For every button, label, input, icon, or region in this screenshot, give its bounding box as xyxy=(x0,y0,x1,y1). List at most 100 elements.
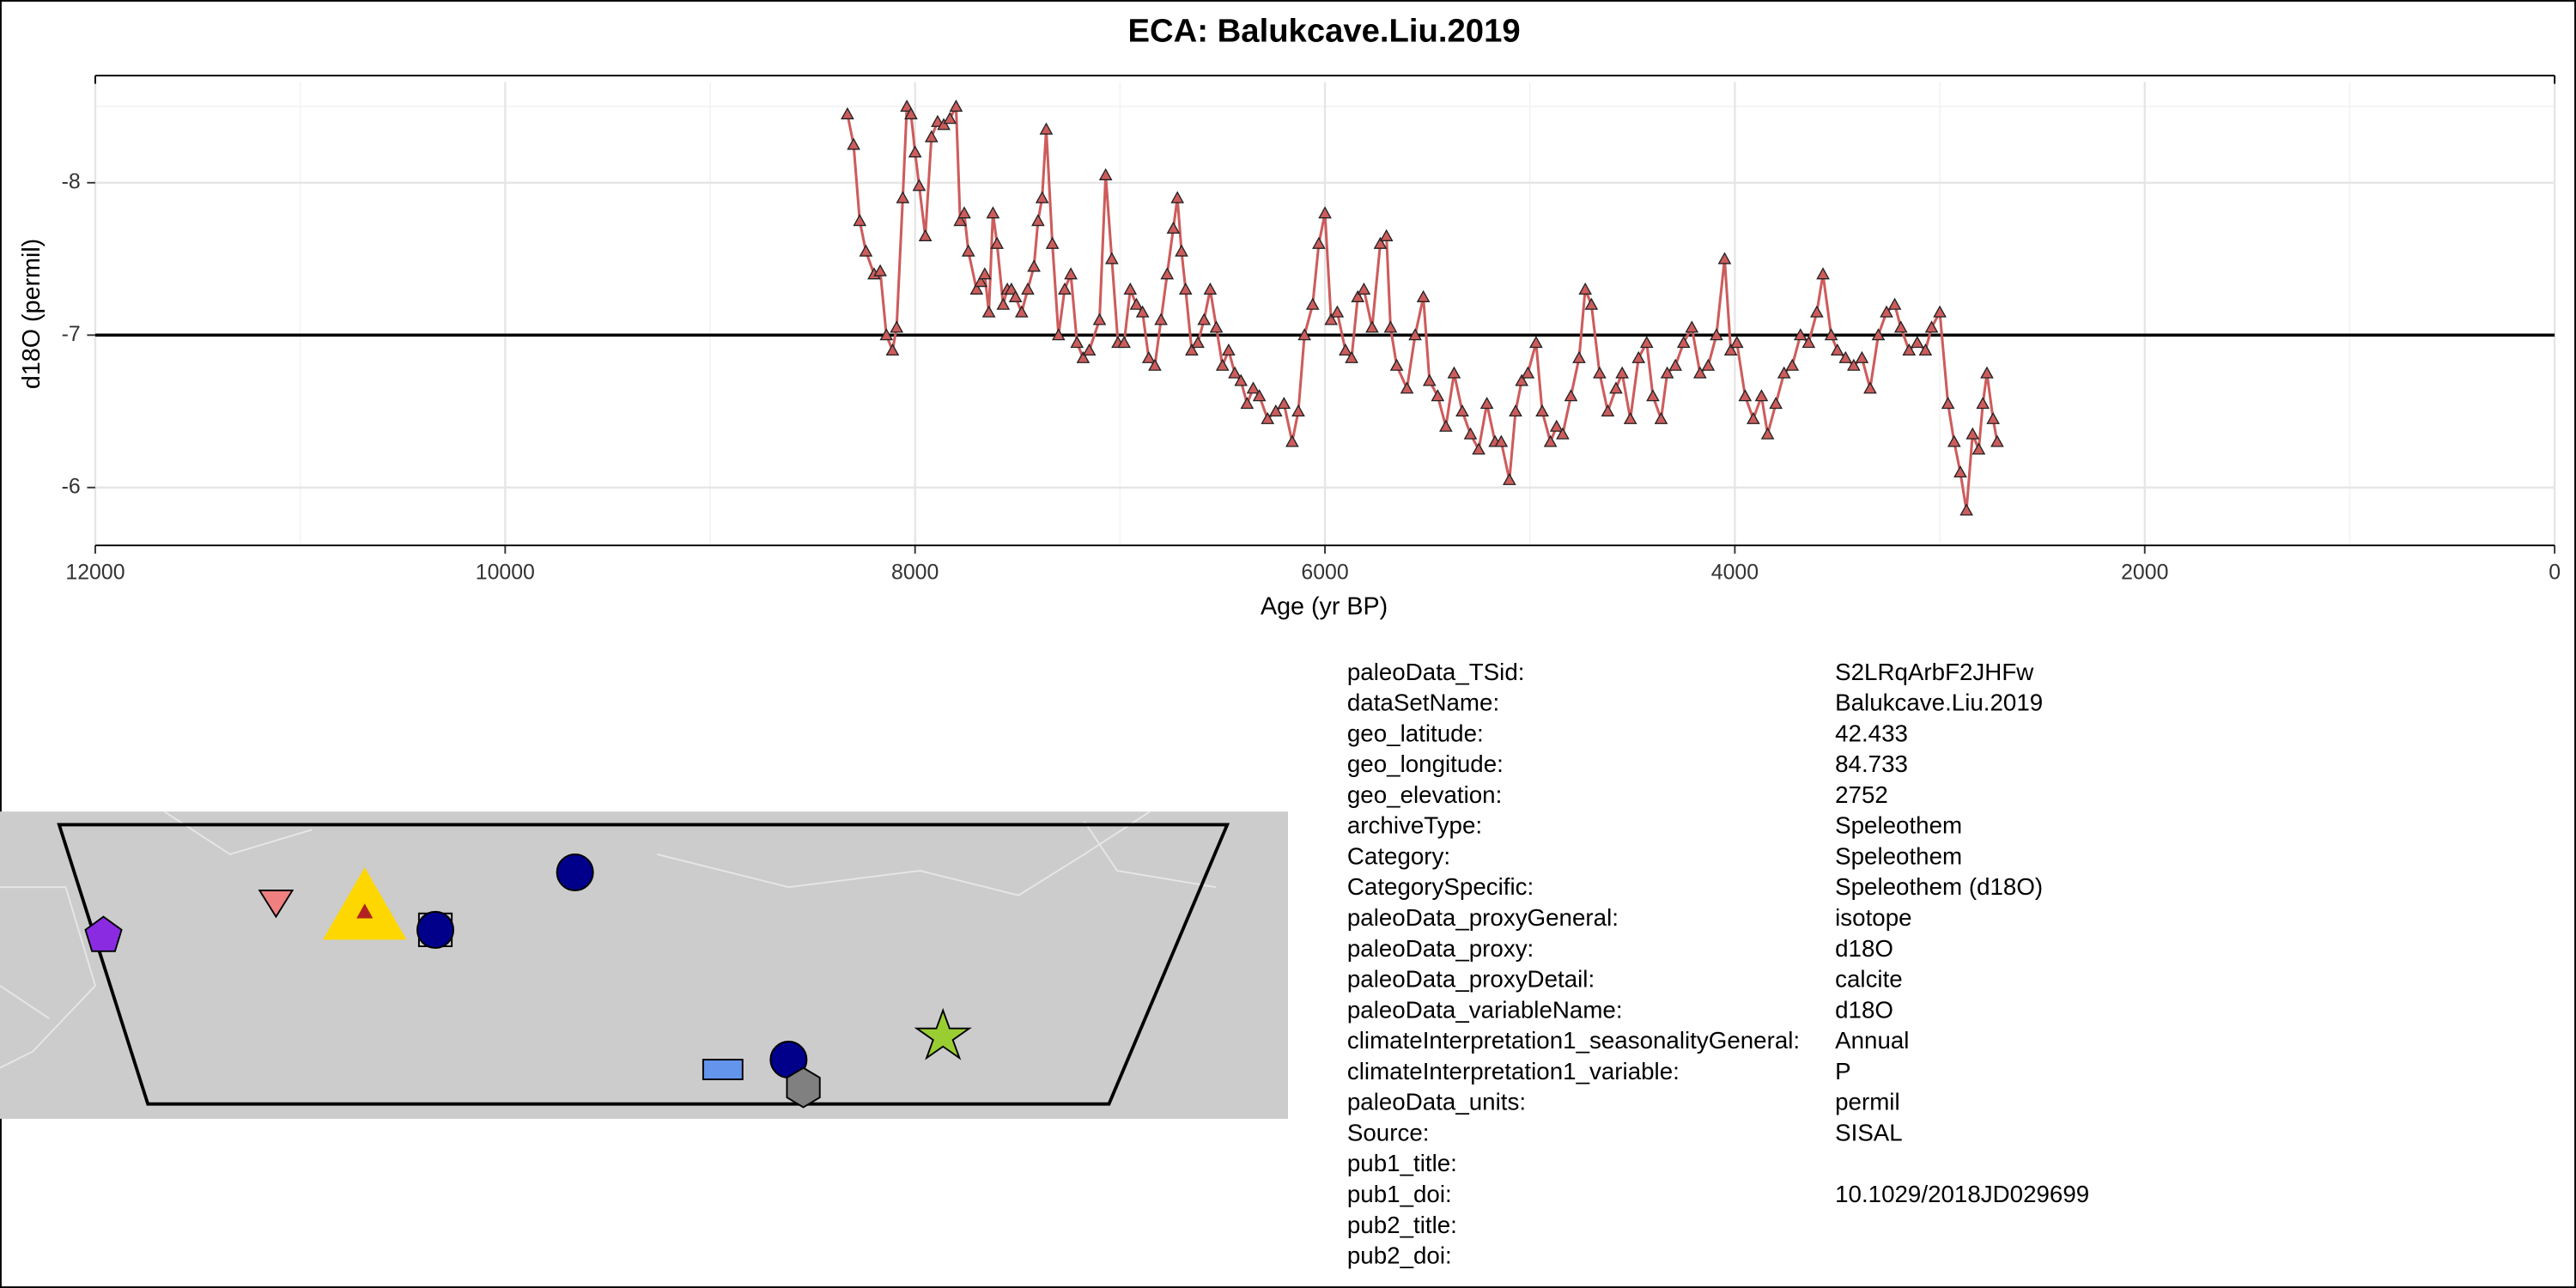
info-key: paleoData_proxy: xyxy=(1347,935,1534,962)
data-point xyxy=(1871,328,1886,341)
data-point xyxy=(969,282,984,295)
data-point xyxy=(981,305,996,318)
site-marker xyxy=(356,903,374,919)
data-point xyxy=(879,328,894,341)
data-point xyxy=(1564,389,1578,402)
data-point xyxy=(1170,191,1185,204)
info-key: paleoData_proxyGeneral: xyxy=(1347,904,1619,931)
data-point xyxy=(1801,336,1816,349)
data-point xyxy=(1035,191,1049,204)
data-point xyxy=(1268,404,1283,417)
data-point xyxy=(1685,320,1699,333)
data-point xyxy=(1838,350,1853,363)
data-point xyxy=(1447,366,1461,379)
data-point xyxy=(1285,434,1299,447)
info-key: Category: xyxy=(1347,842,1450,869)
data-point xyxy=(912,179,927,191)
data-point xyxy=(1408,328,1422,341)
data-point xyxy=(1479,397,1494,410)
info-value: 84.733 xyxy=(1835,750,1908,777)
data-point xyxy=(1104,252,1119,264)
data-point xyxy=(1615,366,1629,379)
info-key: Source: xyxy=(1347,1119,1430,1145)
data-point xyxy=(961,244,975,257)
info-value: Speleothem xyxy=(1835,812,1962,839)
data-point xyxy=(1816,267,1830,280)
data-point xyxy=(978,267,992,280)
data-point xyxy=(1769,397,1783,410)
data-point xyxy=(1623,411,1637,424)
data-point xyxy=(1215,358,1230,371)
data-point xyxy=(1933,305,1947,318)
site-marker xyxy=(556,853,594,891)
data-point xyxy=(1847,358,1861,371)
data-point xyxy=(1305,297,1320,310)
data-point xyxy=(1439,419,1453,432)
site-marker xyxy=(416,910,455,949)
data-point xyxy=(1747,411,1760,424)
data-point xyxy=(1178,282,1193,295)
data-point xyxy=(873,264,887,276)
data-point xyxy=(1422,374,1437,386)
data-point xyxy=(1609,381,1623,394)
data-point xyxy=(847,137,860,150)
info-value: d18O xyxy=(1835,935,1893,962)
data-point xyxy=(1535,404,1549,417)
data-point xyxy=(1601,404,1615,417)
data-point xyxy=(1676,336,1691,349)
y-axis-label: d18O (permil) xyxy=(18,239,46,389)
data-point xyxy=(1893,320,1908,333)
data-point xyxy=(1824,328,1838,341)
data-point xyxy=(1277,397,1291,410)
data-point xyxy=(1556,427,1570,440)
data-point xyxy=(1924,320,1939,333)
info-key: paleoData_variableName: xyxy=(1347,996,1623,1023)
info-key: geo_latitude: xyxy=(1347,720,1484,746)
data-point xyxy=(1760,427,1775,440)
data-point xyxy=(1902,343,1917,356)
data-point xyxy=(1660,366,1674,379)
data-point xyxy=(1027,259,1041,272)
data-point xyxy=(1092,313,1107,325)
data-point xyxy=(1014,305,1029,318)
data-point xyxy=(1005,282,1018,295)
data-point xyxy=(1793,328,1807,341)
info-key: paleoData_proxyDetail: xyxy=(1347,966,1595,993)
data-point xyxy=(1918,343,1933,356)
y-tick-label: -8 xyxy=(62,169,81,193)
data-point xyxy=(1154,313,1168,325)
data-point xyxy=(1578,282,1593,295)
data-point xyxy=(1953,465,1967,478)
map-background xyxy=(0,811,1288,1119)
data-point xyxy=(1098,167,1113,180)
data-point xyxy=(1246,381,1261,394)
data-point xyxy=(1529,336,1543,349)
info-value: Annual xyxy=(1835,1027,1909,1054)
data-point xyxy=(1297,328,1312,341)
info-key: dataSetName: xyxy=(1347,690,1499,716)
site-marker xyxy=(258,890,295,919)
data-point xyxy=(1345,350,1358,363)
data-point xyxy=(1240,397,1255,410)
data-point xyxy=(1717,252,1732,264)
data-point xyxy=(1785,358,1800,371)
info-value: P xyxy=(1835,1058,1850,1084)
x-tick-label: 10000 xyxy=(476,560,535,584)
data-point xyxy=(1234,374,1249,386)
x-tick-label: 4000 xyxy=(1711,560,1759,584)
data-point xyxy=(1076,350,1091,363)
data-point xyxy=(1887,297,1902,310)
site-marker xyxy=(914,1007,972,1060)
data-point xyxy=(1965,427,1980,440)
data-point xyxy=(974,275,987,288)
data-point xyxy=(1203,282,1218,295)
data-point xyxy=(1324,313,1339,325)
data-point xyxy=(859,244,873,257)
data-point xyxy=(1710,328,1723,341)
data-point xyxy=(1379,228,1394,241)
data-point xyxy=(1291,404,1305,417)
data-point xyxy=(1082,343,1097,356)
data-point xyxy=(918,228,933,241)
data-point xyxy=(853,214,867,227)
